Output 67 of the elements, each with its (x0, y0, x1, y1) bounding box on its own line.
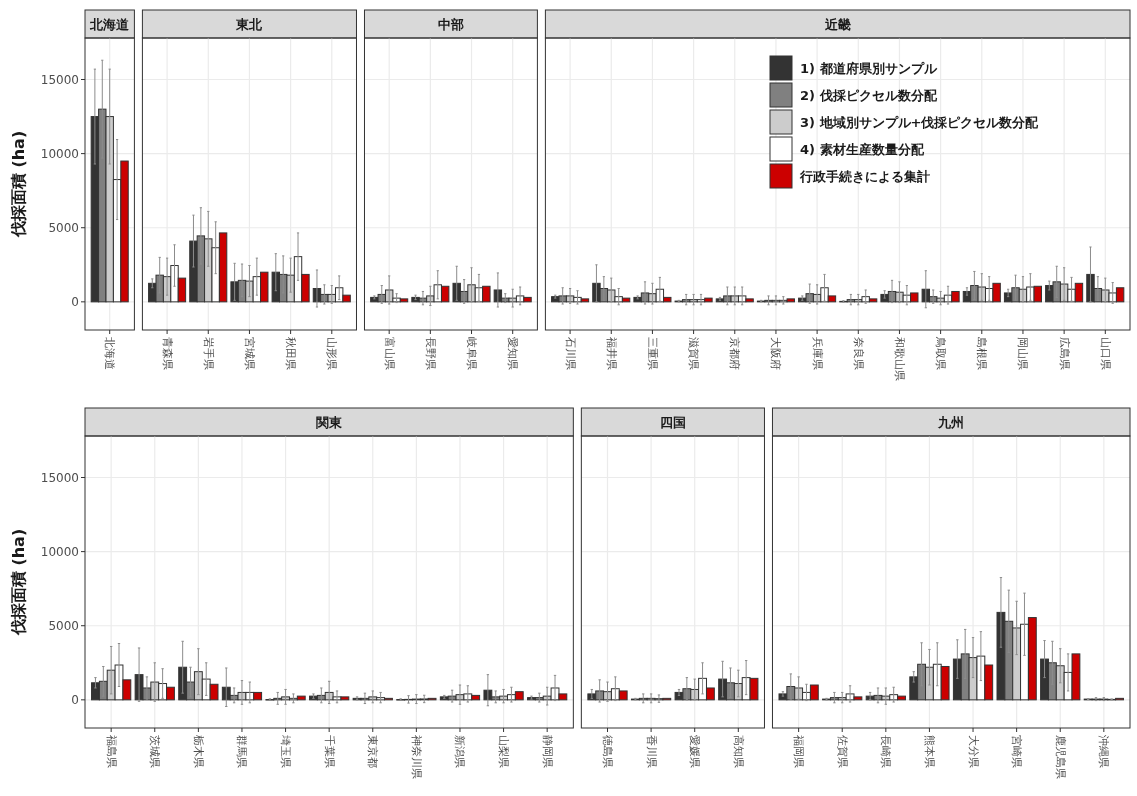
chart-title: 四国 (659, 415, 686, 430)
x-tick-label: 栃木県 (191, 735, 205, 768)
y-tick-label: 0 (71, 294, 79, 309)
x-tick-label: 富山県 (382, 337, 396, 370)
x-tick-label: 長野県 (423, 337, 437, 370)
x-tick-label: 鹿児島県 (1053, 735, 1067, 779)
x-tick-label: 大阪府 (769, 337, 783, 370)
y-tick-label: 15000 (40, 72, 79, 87)
x-tick-label: 宮崎県 (1010, 735, 1024, 768)
legend-label: 2) 伐採ピクセル数分配 (800, 88, 938, 103)
x-tick-label: 高知県 (731, 735, 745, 768)
x-tick-label: 京都府 (728, 337, 742, 370)
chart-title: 中部 (437, 17, 464, 32)
x-tick-label: 沖縄県 (1097, 735, 1111, 768)
y-tick-label: 15000 (40, 470, 79, 485)
chart-title: 九州 (937, 415, 965, 430)
x-tick-label: 広島県 (1057, 337, 1071, 370)
x-tick-label: 熊本県 (922, 735, 936, 768)
x-tick-label: 神奈川県 (409, 735, 423, 779)
x-tick-label: 愛媛県 (688, 735, 702, 768)
x-tick-label: 茨城県 (148, 735, 162, 768)
x-tick-label: 三重県 (645, 337, 659, 370)
y-tick-label: 10000 (40, 146, 79, 161)
chart-title: 東北 (235, 17, 264, 32)
x-tick-label: 福岡県 (792, 735, 806, 768)
x-tick-label: 山口県 (1098, 337, 1112, 370)
x-tick-label: 秋田県 (284, 337, 298, 370)
x-tick-label: 千葉県 (322, 735, 336, 768)
x-tick-label: 宮城県 (242, 337, 256, 370)
x-tick-label: 愛知県 (506, 337, 520, 370)
x-tick-label: 兵庫県 (810, 337, 824, 370)
x-tick-label: 石川県 (563, 337, 577, 370)
x-tick-label: 群馬県 (235, 735, 249, 768)
legend-label: 4) 素材生産数量分配 (800, 142, 925, 157)
y-axis-title: 伐採面積 (ha) (9, 130, 28, 239)
x-tick-label: 東京都 (366, 735, 380, 768)
x-tick-label: 徳島県 (601, 735, 614, 768)
x-tick-label: 静岡県 (540, 735, 554, 768)
y-axis-title: 伐採面積 (ha) (9, 528, 28, 637)
legend-label: 行政手続きによる集計 (799, 169, 930, 184)
x-tick-label: 和歌山県 (892, 337, 906, 381)
x-tick-label: 長崎県 (879, 735, 893, 768)
x-tick-label: 奈良県 (851, 337, 865, 370)
y-tick-label: 5000 (48, 618, 79, 633)
y-tick-label: 0 (71, 692, 79, 707)
x-tick-label: 香川県 (644, 735, 658, 768)
x-tick-label: 島根県 (975, 337, 989, 370)
x-tick-label: 岐阜県 (465, 337, 479, 370)
x-tick-label: 鳥取県 (934, 336, 948, 370)
legend-label: 1) 都道府県別サンプル (800, 61, 938, 76)
x-tick-label: 岩手県 (201, 337, 215, 370)
chart-title: 関東 (316, 415, 344, 430)
x-tick-label: 新潟県 (453, 735, 467, 768)
x-tick-label: 滋賀県 (687, 337, 701, 370)
x-tick-label: 福井県 (604, 337, 618, 370)
x-tick-label: 青森県 (160, 337, 174, 370)
x-tick-label: 佐賀県 (835, 735, 849, 768)
x-tick-label: 埼玉県 (279, 734, 293, 768)
legend-label: 3) 地域別サンプル+伐採ピクセル数分配 (800, 115, 1040, 130)
x-tick-label: 福島県 (104, 735, 118, 768)
x-tick-label: 大分県 (966, 735, 980, 768)
x-tick-label: 山梨県 (497, 735, 511, 768)
y-tick-label: 5000 (48, 220, 79, 235)
x-tick-label: 山形県 (325, 337, 339, 370)
chart-title: 近畿 (823, 17, 851, 32)
y-tick-label: 10000 (40, 544, 79, 559)
x-tick-label: 岡山県 (1016, 337, 1030, 370)
